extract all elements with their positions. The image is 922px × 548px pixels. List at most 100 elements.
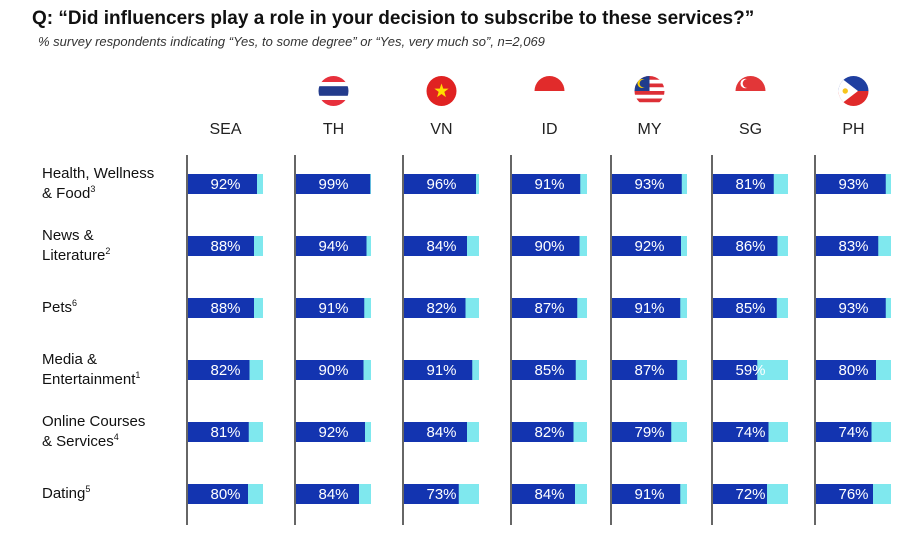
- bar-value-label: 76%: [838, 486, 868, 503]
- region-label-sea: SEA: [209, 121, 241, 138]
- bar-value-label: 80%: [210, 486, 240, 503]
- bar-value-label: 92%: [210, 176, 240, 193]
- category-label: News & Literature2: [42, 227, 111, 264]
- bar: [612, 484, 681, 504]
- bar-value-label: 81%: [735, 176, 765, 193]
- bar: [296, 484, 359, 504]
- bar-value-label: 85%: [534, 362, 564, 379]
- category-label: Media & Entertainment1: [42, 351, 141, 388]
- category-label: Pets6: [42, 298, 78, 317]
- bar: [512, 174, 581, 194]
- bar-value-label: 59%: [735, 362, 765, 379]
- bar: [296, 298, 365, 318]
- bar: [188, 360, 250, 380]
- bar: [296, 236, 367, 256]
- category-label: Dating5: [42, 484, 91, 503]
- bar: [188, 484, 248, 504]
- bar-value-label: 99%: [318, 176, 348, 193]
- bar-value-label: 80%: [838, 362, 868, 379]
- bar-value-label: 84%: [534, 486, 564, 503]
- category-label: Health, Wellness & Food3: [42, 165, 155, 202]
- bar-value-label: 87%: [634, 362, 664, 379]
- bar: [404, 422, 467, 442]
- malaysia-flag-icon: [634, 76, 665, 106]
- bar-value-label: 81%: [210, 424, 240, 441]
- footnote-marker: 6: [72, 298, 78, 308]
- bar-value-label: 92%: [318, 424, 348, 441]
- bar: [188, 298, 254, 318]
- bar: [713, 484, 767, 504]
- bar: [612, 360, 678, 380]
- bar: [188, 174, 257, 194]
- bar: [713, 298, 777, 318]
- bar: [404, 174, 476, 194]
- bar: [188, 422, 249, 442]
- chart-subtitle: % survey respondents indicating “Yes, to…: [38, 34, 545, 49]
- bar-value-label: 73%: [426, 486, 456, 503]
- bar: [296, 360, 364, 380]
- bar-value-label: 91%: [426, 362, 456, 379]
- bar-value-label: 88%: [210, 300, 240, 317]
- bar-value-label: 82%: [534, 424, 564, 441]
- region-label-th: TH: [323, 121, 344, 138]
- bar: [816, 484, 873, 504]
- bar-value-label: 74%: [735, 424, 765, 441]
- bar: [512, 422, 574, 442]
- region-label-sg: SG: [739, 121, 762, 138]
- bar-value-label: 90%: [318, 362, 348, 379]
- bar: [512, 360, 576, 380]
- bar-value-label: 83%: [838, 238, 868, 255]
- indonesia-flag-icon: [534, 76, 565, 106]
- bar: [612, 174, 682, 194]
- region-label-my: MY: [638, 121, 662, 138]
- footnote-marker: 3: [90, 184, 96, 194]
- vietnam-flag-icon: [426, 76, 457, 106]
- bar-value-label: 82%: [426, 300, 456, 317]
- bar: [296, 174, 371, 194]
- bar-value-label: 93%: [838, 176, 868, 193]
- chart-title: Q: “Did influencers play a role in your …: [32, 8, 755, 29]
- region-label-ph: PH: [842, 121, 864, 138]
- thailand-flag-icon: [318, 76, 349, 106]
- bar-value-label: 92%: [634, 238, 664, 255]
- bar-value-label: 91%: [318, 300, 348, 317]
- bar: [404, 484, 459, 504]
- bar-value-label: 84%: [318, 486, 348, 503]
- bar: [713, 236, 778, 256]
- footnote-marker: 4: [113, 432, 119, 442]
- bar-value-label: 86%: [735, 238, 765, 255]
- bar: [816, 174, 886, 194]
- singapore-flag-icon: [735, 76, 766, 106]
- bar-value-label: 88%: [210, 238, 240, 255]
- bar-value-label: 84%: [426, 424, 456, 441]
- region-label-id: ID: [542, 121, 558, 138]
- bar-value-label: 91%: [534, 176, 564, 193]
- bar: [612, 298, 681, 318]
- bar: [816, 360, 876, 380]
- bar: [816, 236, 879, 256]
- bar-value-label: 96%: [426, 176, 456, 193]
- bar-value-label: 94%: [318, 238, 348, 255]
- bar-value-label: 84%: [426, 238, 456, 255]
- bar: [404, 236, 467, 256]
- category-label: Online Courses & Services4: [42, 413, 146, 450]
- bar-value-label: 91%: [634, 300, 664, 317]
- bar: [713, 360, 758, 380]
- bar: [713, 422, 769, 442]
- bar-value-label: 82%: [210, 362, 240, 379]
- footnote-marker: 5: [85, 484, 91, 494]
- bar-value-label: 87%: [534, 300, 564, 317]
- bar: [296, 422, 365, 442]
- bar-value-label: 72%: [735, 486, 765, 503]
- bar-value-label: 85%: [735, 300, 765, 317]
- bar: [816, 422, 872, 442]
- bar: [612, 422, 672, 442]
- bar: [512, 484, 575, 504]
- bar: [404, 360, 473, 380]
- bar-value-label: 93%: [634, 176, 664, 193]
- bar-value-label: 79%: [634, 424, 664, 441]
- bar: [188, 236, 254, 256]
- bar-value-label: 90%: [534, 238, 564, 255]
- bar-value-label: 93%: [838, 300, 868, 317]
